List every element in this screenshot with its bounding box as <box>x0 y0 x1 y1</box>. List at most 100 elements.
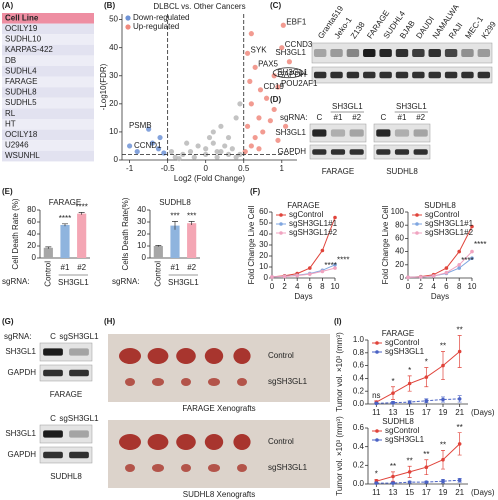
significance: ** <box>457 423 463 432</box>
x-tick-label: 0 <box>203 164 208 173</box>
y-tick-label: 0.8 <box>353 348 365 357</box>
y-axis-label: Cell Death Rate (%) <box>11 198 20 269</box>
point <box>206 134 213 141</box>
tumor <box>119 348 141 364</box>
y-tick-label: 0.2 <box>353 460 365 469</box>
tumor <box>237 378 247 386</box>
cell-line-row-bg <box>2 55 94 66</box>
point <box>191 154 197 160</box>
point <box>271 73 277 79</box>
blot-name: SUDHL8 <box>50 472 82 481</box>
group-target: SH3GL1 <box>332 102 363 111</box>
legend-marker <box>415 213 419 217</box>
y-tick-label: 1.0 <box>353 335 365 344</box>
tumor <box>176 434 196 450</box>
x-tick-label: 4 <box>431 282 436 291</box>
y-tick-label: 40 <box>395 247 404 256</box>
lane-label: sgSH3GL1 <box>59 332 99 341</box>
blot-d-sh3gl1-band <box>413 129 428 137</box>
y-tick-label: 0.0 <box>353 479 365 488</box>
cell-line: SUDHL8 <box>5 88 37 97</box>
y-tick-label: 50 <box>109 15 118 24</box>
y-tick-label: 20 <box>109 99 118 108</box>
point <box>225 134 232 141</box>
blot-c-sh3gl1-band <box>313 49 327 57</box>
gene-label: PSMB <box>129 121 152 130</box>
tumor <box>233 348 251 364</box>
x-tick-label: Control <box>153 261 162 287</box>
point <box>424 399 429 403</box>
category-prefix: sgRNA: <box>2 277 30 286</box>
row-label: SH3GL1 <box>275 48 306 57</box>
point <box>441 479 445 484</box>
y-tick-label: 80 <box>27 205 36 214</box>
gene-label: POU2AF1 <box>281 79 318 88</box>
blot-name: FARAGE <box>50 390 82 399</box>
point <box>308 266 312 270</box>
x-axis-label: Days <box>431 292 449 301</box>
point <box>187 148 194 155</box>
x-tick-label: -0.5 <box>161 164 175 173</box>
panel-label: (A) <box>2 1 13 10</box>
xenograft-name: FARAGE Xenografts <box>182 404 255 413</box>
legend-label: sgControl <box>385 338 419 347</box>
blot-c-gapdh-band <box>395 71 409 79</box>
point <box>424 465 429 470</box>
legend-label: sgControl <box>385 426 419 435</box>
point <box>457 266 462 270</box>
xenograft-row-label: Control <box>268 437 294 446</box>
y-axis-label: Tumor vol. ×10³ (mm³) <box>335 416 344 496</box>
cell-line-row-bg <box>2 119 94 130</box>
row-label: GAPDH <box>278 147 307 156</box>
xenograft-photo <box>108 334 330 402</box>
point <box>270 275 274 279</box>
x-axis-label: (Days) <box>471 408 495 417</box>
blot-g-sh3gl1-band <box>43 348 63 356</box>
legend-marker <box>375 429 379 433</box>
x-tick-label: 19 <box>439 488 448 497</box>
highlight-ring <box>272 67 304 79</box>
point <box>161 150 167 156</box>
legend-label: Up-regulated <box>133 22 179 31</box>
tumor <box>204 348 224 364</box>
x-axis-label: Log2 (Fold Change) <box>174 174 245 183</box>
blot-d-gapdh-band <box>376 149 391 155</box>
significance: **** <box>75 203 87 212</box>
blot-g-gapdh-band <box>69 451 89 459</box>
x-tick-label: Control <box>43 261 52 287</box>
legend-marker <box>125 24 131 30</box>
significance: ** <box>457 326 463 335</box>
point <box>210 129 216 135</box>
panel-label: (D) <box>270 95 281 104</box>
point <box>256 146 262 152</box>
lane-label: sgSH3GL1 <box>59 414 99 423</box>
gene-label: SH3GL1 <box>277 68 308 77</box>
lane-label: #1 <box>398 113 407 122</box>
x-tick-label: 13 <box>389 488 398 497</box>
category-prefix: sgRNA: <box>112 277 140 286</box>
point <box>252 64 258 70</box>
blot-c-gapdh-band <box>313 71 327 79</box>
legend-marker <box>415 231 419 235</box>
panel-label: (B) <box>104 1 115 10</box>
x-tick-label: 17 <box>422 408 431 417</box>
blot-c-sh3gl1-band <box>330 49 343 57</box>
x-tick-label: 2 <box>282 282 287 291</box>
legend-label: sgControl <box>425 210 459 219</box>
cell-line: OCILY18 <box>5 130 38 139</box>
lane-label: C <box>380 113 386 122</box>
blot-c-sh3gl1-band <box>444 49 458 57</box>
gene-label: CCND3 <box>285 40 313 49</box>
lane-label: C <box>50 332 56 341</box>
point <box>195 143 201 149</box>
group-label: SH3GL1 <box>168 278 199 287</box>
x-tick-label: 15 <box>405 408 414 417</box>
legend-marker <box>279 222 283 226</box>
cell-line-header-bg <box>2 13 94 24</box>
y-tick-label: 30 <box>109 71 118 80</box>
y-axis-label: Fold Change Live Cell <box>381 205 390 284</box>
cell-line-row-bg <box>2 66 94 77</box>
y-tick-label: 20 <box>259 251 268 260</box>
point <box>424 480 429 484</box>
point <box>282 123 289 129</box>
